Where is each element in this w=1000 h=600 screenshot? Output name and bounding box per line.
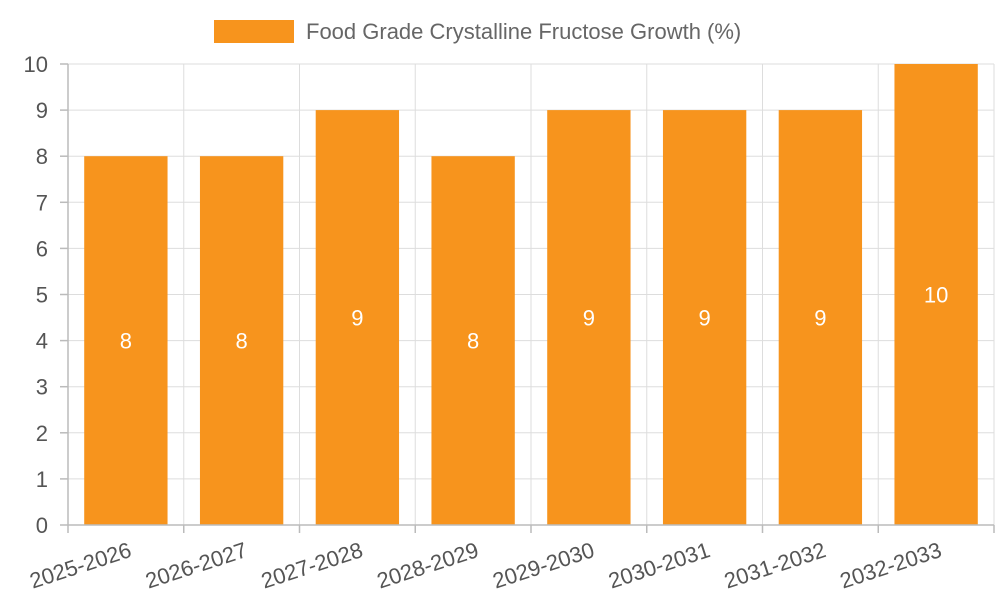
bar[interactable]: [894, 64, 978, 525]
y-tick-label: 10: [24, 52, 48, 77]
x-tick-label: 2025-2026: [27, 537, 135, 593]
y-tick-label: 8: [36, 144, 48, 169]
x-axis-ticks: 2025-2026 2026-2027 2027-2028 2028-2029 2029…: [27, 537, 945, 593]
y-tick-label: 4: [36, 329, 48, 354]
bar[interactable]: [315, 110, 400, 525]
data-labels: 8 8 9 8 9 9 9 10: [120, 283, 949, 354]
bar[interactable]: [199, 156, 284, 525]
x-tick-label: 2029-2030: [490, 537, 598, 593]
bar[interactable]: [662, 110, 747, 525]
x-tick-label: 2031-2032: [721, 537, 829, 593]
y-axis-ticks: 0 1 2 3 4 5 6 7 8 9 10: [24, 52, 48, 538]
bar[interactable]: [778, 110, 863, 525]
bars: [84, 64, 978, 525]
x-tick-label: 2030-2031: [605, 537, 713, 593]
axes: [60, 63, 995, 533]
bar[interactable]: [547, 110, 631, 525]
x-tick-label: 2032-2033: [837, 537, 945, 593]
bar-data-label: 9: [583, 306, 595, 331]
bar-data-label: 9: [814, 306, 826, 331]
y-tick-label: 3: [36, 375, 48, 400]
legend[interactable]: Food Grade Crystalline Fructose Growth (…: [214, 19, 741, 44]
bar[interactable]: [84, 156, 168, 525]
legend-swatch: [214, 20, 294, 43]
bar-data-label: 9: [699, 306, 711, 331]
y-tick-label: 7: [36, 190, 48, 215]
bar-data-label: 8: [120, 329, 132, 354]
bar-data-label: 10: [924, 283, 948, 308]
x-tick-label: 2027-2028: [258, 537, 366, 593]
y-tick-label: 1: [36, 467, 48, 492]
bar-data-label: 8: [236, 329, 248, 354]
legend-label: Food Grade Crystalline Fructose Growth (…: [306, 19, 741, 44]
bar-data-label: 9: [351, 306, 363, 331]
bar[interactable]: [431, 156, 515, 525]
y-tick-label: 2: [36, 421, 48, 446]
bar-data-label: 8: [467, 329, 479, 354]
y-tick-label: 5: [36, 283, 48, 308]
y-tick-label: 6: [36, 236, 48, 261]
y-tick-label: 0: [36, 513, 48, 538]
x-tick-label: 2028-2029: [374, 537, 482, 593]
x-tick-label: 2026-2027: [142, 537, 250, 593]
y-tick-label: 9: [36, 98, 48, 123]
